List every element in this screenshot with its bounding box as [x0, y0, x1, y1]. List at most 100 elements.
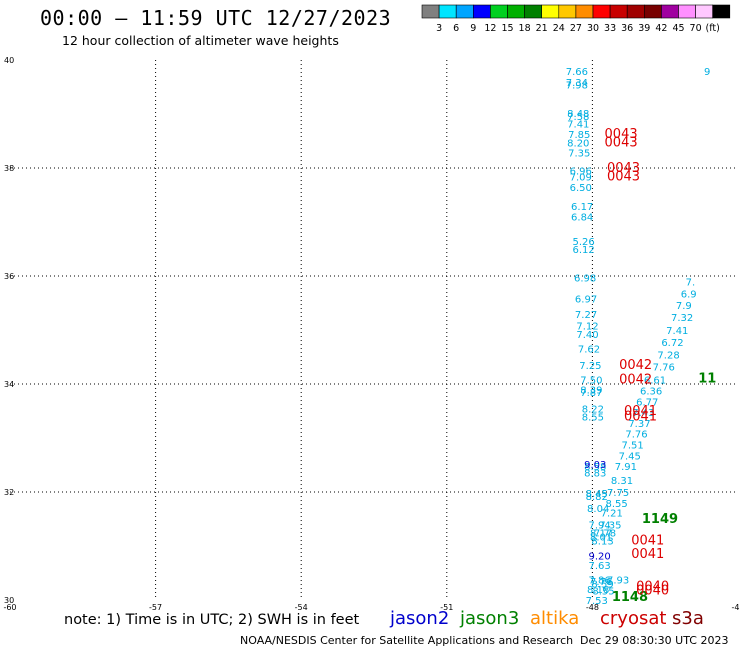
color-scale-label: 39 — [638, 23, 650, 34]
data-label-jason3: 8.55 — [592, 586, 614, 597]
legend-item-altika: altika — [530, 608, 580, 629]
data-label-jason3: 7.75 — [607, 488, 629, 499]
y-tick-label: 32 — [4, 488, 14, 497]
color-scale-label: 15 — [501, 23, 513, 34]
data-label-jason3: 6.98 — [574, 274, 596, 285]
color-scale-label: 36 — [621, 23, 633, 34]
data-label-jason3: 8.48 — [567, 109, 589, 120]
data-label-jason3: 6.12 — [573, 245, 595, 256]
legend-item-jason3: jason3 — [460, 608, 520, 629]
data-label-jason3: 7.85 — [568, 130, 590, 141]
data-label-jason3: 7.09 — [570, 173, 592, 184]
data-label-jason3: 9 — [704, 67, 710, 78]
data-label-jason3: 6.77 — [636, 397, 658, 408]
data-label-jason3: 7.37 — [628, 419, 650, 430]
data-label-jason3: 7.9 — [676, 301, 692, 312]
color-scale-label: 3 — [436, 23, 442, 34]
data-label-jason3: 7.76 — [625, 430, 647, 441]
data-label-jason2: 9.03 — [584, 460, 606, 471]
data-label-jason3: 8.55 — [582, 412, 604, 423]
color-scale-label: 9 — [470, 23, 476, 34]
data-label-jason3: 8.18 — [587, 585, 609, 596]
footer-credit: NOAA/NESDIS Center for Satellite Applica… — [240, 634, 574, 647]
data-label-cryosat: 0043 — [605, 136, 638, 151]
data-label-jason3: 7.28 — [657, 350, 679, 361]
data-label-cryosat: 0042 — [619, 358, 652, 373]
data-label-cryosat: 0043 — [605, 127, 638, 142]
color-scale-label: 33 — [604, 23, 616, 34]
data-label-jason3: 7.87 — [580, 388, 602, 399]
footer-timestamp: Dec 29 08:30:30 UTC 2023 — [580, 634, 729, 647]
data-label-jason3: 7.12 — [576, 322, 598, 333]
data-label-jason3-times: 11 — [698, 372, 716, 387]
color-scale-swatch — [712, 4, 731, 19]
x-tick-label: -51 — [440, 603, 453, 612]
color-scale-label: 42 — [655, 23, 667, 34]
data-label-cryosat: 0041 — [624, 409, 657, 424]
x-tick-label: -60 — [3, 603, 16, 612]
data-label-jason3: 7.41 — [666, 326, 688, 337]
data-label-jason3: 7.45 — [619, 451, 641, 462]
data-label-jason3: 8.82 — [586, 492, 608, 503]
data-label-jason3: 6.97 — [575, 295, 597, 306]
color-scale-label: (ft) — [706, 23, 720, 34]
data-label-jason3: 7.27 — [575, 310, 597, 321]
data-label-jason3: 7.21 — [601, 509, 623, 520]
data-label-jason3: 5.26 — [573, 237, 595, 248]
data-label-jason3: 8.55 — [606, 499, 628, 510]
x-tick-label: -54 — [295, 603, 308, 612]
data-label-jason3: 7.34 — [566, 78, 588, 89]
footer-note: note: 1) Time is in UTC; 2) SWH is in fe… — [64, 612, 360, 628]
color-scale: 3 6 9 12 15 18 21 24 27 30 33 36 39 42 45 70 (ft) — [421, 4, 731, 34]
data-label-cryosat: 0043 — [607, 161, 640, 176]
legend-item-cryosat: cryosat — [600, 608, 667, 629]
data-label-jason3: 7.51 — [622, 440, 644, 451]
chart-subtitle: 12 hour collection of altimeter wave hei… — [62, 33, 339, 48]
x-tick-label: -48 — [586, 603, 599, 612]
data-label-jason3: 7.62 — [578, 344, 600, 355]
color-scale-label: 6 — [453, 23, 459, 34]
data-label-jason3: 8.22 — [582, 404, 604, 415]
data-label-jason3: 7.35 — [568, 148, 590, 159]
data-label-jason3: 7.50 — [580, 376, 602, 387]
color-scale-label: 12 — [484, 23, 496, 34]
data-label-jason3-times: 1148 — [612, 590, 648, 605]
data-label-cryosat: 0040 — [636, 580, 669, 595]
color-scale-label: 18 — [519, 23, 531, 34]
data-label-jason3: 7. — [686, 277, 696, 288]
y-tick-label: 38 — [4, 164, 14, 173]
data-label-jason3: 8.45 — [586, 489, 608, 500]
x-tick-label: -57 — [149, 603, 162, 612]
data-label-jason3: 6.84 — [571, 213, 593, 224]
data-label-jason3: 7.41 — [567, 120, 589, 131]
data-label-cryosat: 0041 — [631, 547, 664, 562]
data-label-jason3: 7.93 — [607, 575, 629, 586]
data-label-jason3: 7.76 — [653, 363, 675, 374]
data-label-jason3: 7.86 — [589, 575, 611, 586]
data-label-jason3: 7.78 — [594, 529, 616, 540]
data-label-jason3: 8.17 — [590, 529, 612, 540]
plot-area: -60-57-54-51-48-453032343638407.667.347.… — [3, 56, 740, 612]
data-label-jason3: 7.98 — [566, 80, 588, 91]
data-label-jason3: 7.43 — [632, 408, 654, 419]
y-tick-label: 36 — [4, 272, 14, 281]
legend-item-jason2: jason2 — [390, 608, 450, 629]
data-label-jason3: 8.59 — [591, 579, 613, 590]
data-label-jason3: 6.50 — [570, 183, 592, 194]
color-scale-label: 21 — [536, 23, 548, 34]
data-label-jason3: 7.53 — [586, 596, 608, 607]
data-label-jason3: 6.96 — [570, 167, 592, 178]
y-tick-label: 40 — [4, 56, 14, 65]
data-label-jason3: 7.35 — [599, 520, 621, 531]
color-scale-label: 30 — [587, 23, 599, 34]
data-label-jason3: 7.58 — [567, 112, 589, 123]
data-label-jason3: 7.25 — [579, 361, 601, 372]
data-label-jason3: 7.76 — [590, 577, 612, 588]
data-label-jason3: 7.66 — [566, 67, 588, 78]
data-label-jason3: 7.32 — [671, 313, 693, 324]
data-label-cryosat: 0043 — [607, 170, 640, 185]
data-label-jason3: 8.39 — [580, 385, 602, 396]
data-label-jason3: 8.04 — [587, 504, 609, 515]
data-label-jason3: 7.91 — [615, 462, 637, 473]
